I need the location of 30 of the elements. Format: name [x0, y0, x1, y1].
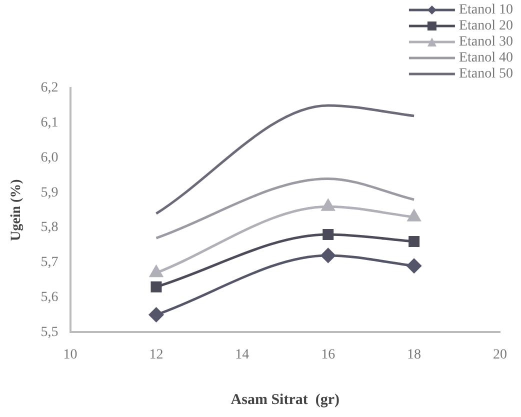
- point: [148, 308, 164, 322]
- y-tick-label: 5,5: [40, 324, 58, 340]
- legend-label: Etanol 40: [458, 50, 513, 66]
- y-tick-label: 5,8: [40, 220, 58, 236]
- legend-label: Etanol 20: [458, 18, 513, 34]
- point: [320, 248, 336, 263]
- x-axis-title: Asam Sitrat (gr): [230, 392, 340, 408]
- x-tick-label: 12: [149, 347, 164, 362]
- point: [150, 281, 162, 292]
- legend-label: Etanol 10: [458, 2, 513, 18]
- y-tick-label: 6,1: [40, 116, 58, 131]
- point: [322, 199, 335, 211]
- legend-label: Etanol 50: [458, 66, 513, 82]
- point: [408, 236, 420, 247]
- point: [150, 266, 163, 278]
- y-tick-label: 5,9: [40, 185, 58, 200]
- y-tick-label: 5,6: [40, 290, 58, 305]
- y-tick-label: 6,0: [40, 150, 58, 166]
- x-tick-label: 20: [493, 347, 507, 362]
- x-tick-label: 18: [407, 347, 422, 362]
- point: [406, 258, 422, 274]
- y-tick-label: 6,2: [40, 80, 58, 96]
- legend-label: Etanol 30: [458, 34, 513, 50]
- x-tick-label: 10: [63, 347, 78, 362]
- point: [408, 210, 421, 222]
- y-axis-title: Ugein (%): [9, 178, 24, 242]
- x-tick-label: 14: [235, 347, 250, 362]
- y-tick-label: 5,7: [40, 255, 58, 270]
- point: [322, 229, 334, 240]
- x-tick-label: 16: [321, 347, 336, 362]
